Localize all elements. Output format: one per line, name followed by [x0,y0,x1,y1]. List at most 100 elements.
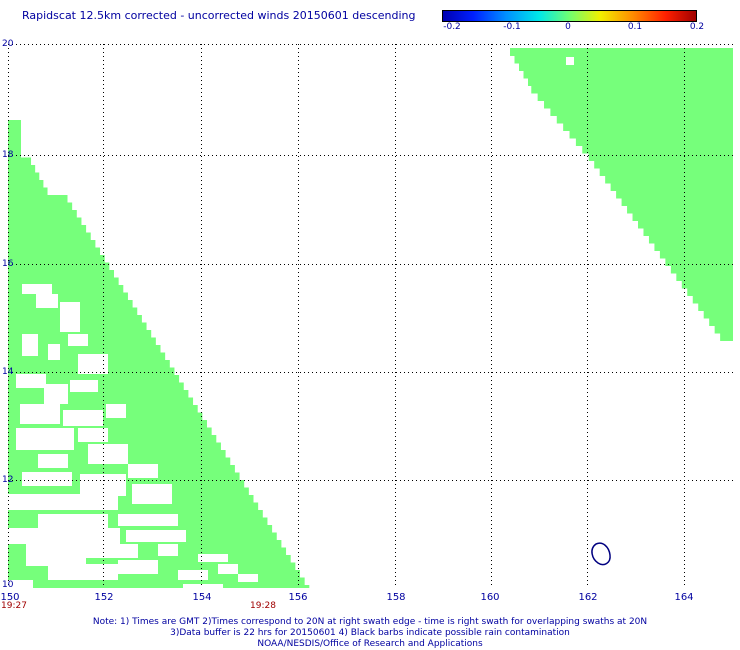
swath-gap [183,584,223,588]
swath-cell [676,273,733,281]
swath-cell [8,585,310,588]
x-axis-label: 154 [192,592,212,603]
swath-cell [8,225,87,233]
swath-gap [38,514,108,528]
swath-cell [8,427,212,436]
colorbar-tick-label: -0.2 [443,22,461,32]
swath-gap [68,334,88,346]
swath-gap [8,494,118,510]
swath-cell [8,172,40,181]
east-swath [510,48,733,341]
y-axis-label: 14 [2,367,14,377]
swath-cell [537,93,733,101]
swath-cell [8,195,68,203]
swath-cell [8,577,305,586]
colorbar-tick-label: 0.2 [689,22,705,32]
swath-cell [621,198,733,206]
y-axis-label: 10 [2,580,14,590]
swath-gap [78,544,138,558]
swath-cell [588,153,733,161]
x-axis-label: 156 [288,592,308,603]
time-label: 19:27 [1,601,27,611]
x-axis-label: 164 [674,592,694,603]
colorbar-tick-label: -0.1 [503,22,521,32]
swath-gap [44,384,68,404]
swath-cell [556,115,733,124]
swath-cell [8,397,194,406]
swath-cell [627,205,733,214]
swath-cell [605,175,733,184]
y-axis-label: 20 [2,39,14,49]
swath-cell [8,150,21,158]
swath-cell [8,375,180,383]
swath-cell [8,240,96,248]
swath-cell [8,465,235,473]
swath-cell [681,280,733,289]
swath-cell [632,213,733,221]
swath-gap [218,564,238,574]
swath-cell [544,100,733,109]
swath-cell [8,390,189,398]
swath-gap [88,444,128,464]
swath-cell [8,435,217,443]
swath-gap [20,404,60,424]
swath-gap [48,344,60,360]
swath-gap [16,374,46,388]
swath-cell [599,168,733,176]
swath-cell [8,202,73,211]
swath-cell [8,165,36,173]
swath-cell [8,420,207,428]
swath-cell [8,217,82,226]
swath-gap [22,472,72,486]
swath-gap [16,428,74,450]
swath-gap [238,574,258,582]
swath-cell [8,157,32,166]
swath-cell [670,265,733,274]
swath-gap [118,514,178,526]
west-swath [8,120,310,588]
swath-cell [8,547,287,556]
swath-cell [8,270,114,278]
swath-gap [198,554,228,562]
swath-gap [48,564,118,580]
swath-gap [22,334,38,356]
colorbar-tick-label: 0 [565,22,571,32]
swath-cell [8,262,110,271]
swath-cell [594,160,733,169]
swath-cell [648,235,733,244]
swath-cell [563,123,733,131]
grid-lines [8,44,733,588]
x-axis-label: 162 [578,592,598,603]
swath-gap [36,294,58,308]
swath-gap [63,410,103,426]
swath-cell [665,258,733,266]
swath-cell [8,135,21,143]
y-axis-label: 12 [2,475,14,485]
swath-cell [8,502,259,511]
colorbar-tick-label: 0.1 [627,22,643,32]
swath-gap [106,404,126,418]
x-axis-label: 150 [0,592,20,603]
swath-cell [575,138,733,146]
swath-gap [128,464,158,478]
swath-cell [8,232,91,241]
swath-cell [514,55,733,64]
swath-cell [659,250,733,259]
swath-cell [8,210,77,218]
swath-gap [60,302,80,332]
swath-cell [519,63,733,71]
footnote-line-2: 3)Data buffer is 22 hrs for 20150601 4) … [170,628,570,638]
swath-cell [720,333,733,341]
swath-cell [638,220,733,229]
footnote-line-3: NOAA/NESDIS/Office of Research and Appli… [257,639,483,649]
swath-cell [687,288,733,296]
swath-cell [550,108,733,116]
swath-cell [523,70,733,79]
swath-gap [70,380,98,392]
rain-contour [591,542,611,566]
swath-cell [8,345,161,353]
swath-cell [692,295,733,304]
swath-cell [8,277,119,286]
swath-cell [8,255,105,263]
x-axis-label: 152 [94,592,114,603]
